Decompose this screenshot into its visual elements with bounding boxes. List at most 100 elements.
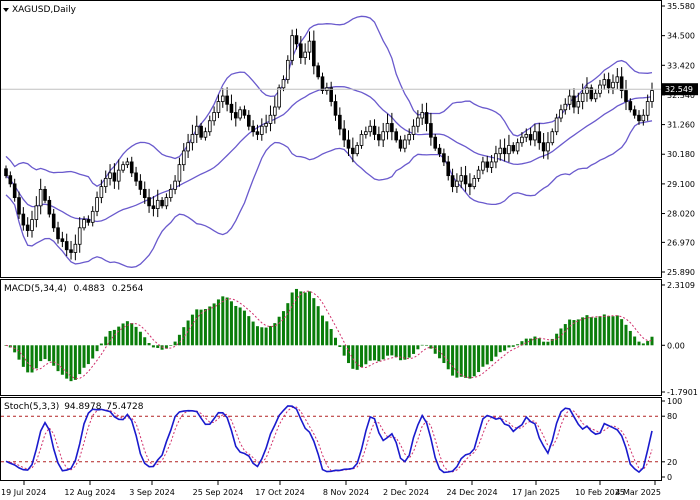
candle-body	[286, 59, 290, 80]
candle-body	[511, 145, 516, 152]
macd-histogram-bar	[433, 345, 437, 354]
candle-body	[164, 197, 169, 207]
macd-histogram-bar	[529, 338, 533, 346]
macd-histogram-bar	[247, 316, 251, 346]
macd-histogram-bar	[73, 345, 77, 380]
candle-body	[615, 76, 620, 83]
macd-histogram-bar	[399, 345, 403, 361]
candle-body	[624, 90, 628, 102]
macd-histogram-bar	[425, 344, 429, 346]
macd-histogram-bar	[394, 345, 398, 358]
macd-histogram-bar	[190, 314, 194, 346]
macd-histogram-bar	[360, 345, 364, 368]
macd-histogram-bar	[559, 328, 563, 346]
macd-histogram-bar	[95, 345, 99, 352]
macd-histogram-bar	[498, 345, 502, 353]
macd-histogram-bar	[542, 341, 546, 346]
macd-histogram-bar	[173, 341, 177, 346]
macd-histogram-bar	[503, 345, 507, 351]
candle-body	[51, 213, 56, 229]
candle-body	[602, 79, 607, 86]
candle-body	[541, 142, 546, 152]
macd-histogram-bar	[468, 345, 472, 379]
macd-histogram-bar	[342, 345, 346, 356]
macd-histogram-bar	[221, 296, 225, 346]
current-price-box	[662, 83, 698, 96]
macd-histogram-bar	[507, 345, 511, 348]
macd-histogram-bar	[611, 316, 615, 346]
candle-body	[559, 109, 563, 119]
date-tick-label: 24 Dec 2024	[446, 488, 497, 497]
macd-histogram-bar	[34, 345, 38, 369]
macd-histogram-bar	[203, 309, 207, 346]
macd-series-layer	[4, 288, 654, 382]
candle-body	[4, 168, 8, 177]
candle-body	[372, 125, 377, 135]
macd-histogram-bar	[325, 321, 329, 346]
candle-body	[56, 227, 60, 240]
candle-body	[95, 197, 99, 212]
candle-body	[489, 161, 494, 168]
macd-histogram-bar	[615, 315, 619, 346]
candle-body	[316, 65, 320, 78]
macd-histogram-bar	[446, 345, 450, 370]
macd-histogram-bar	[182, 327, 186, 346]
candle-body	[34, 205, 39, 220]
candle-body	[177, 164, 182, 182]
macd-histogram-bar	[260, 327, 264, 346]
macd-histogram-bar	[186, 320, 190, 346]
macd-histogram-bar	[620, 319, 624, 346]
candle-body	[138, 180, 143, 190]
macd-histogram-bar	[91, 345, 95, 359]
candle-body	[255, 131, 260, 135]
candle-body	[381, 131, 385, 141]
candle-body	[606, 79, 611, 89]
candle-body	[433, 136, 438, 149]
candle-body	[611, 81, 615, 89]
candle-body	[390, 123, 394, 133]
candle-body	[507, 145, 511, 155]
candle-body	[346, 139, 351, 149]
macd-histogram-bar	[26, 345, 30, 373]
macd-histogram-bar	[520, 341, 524, 346]
candle-body	[303, 51, 307, 59]
price-panel	[0, 0, 662, 278]
candle-body	[108, 172, 112, 179]
macd-histogram-bar	[52, 345, 56, 366]
candle-body	[394, 131, 399, 141]
candle-body	[437, 147, 442, 155]
macd-histogram-bar	[546, 341, 550, 346]
macd-histogram-bar	[633, 336, 637, 346]
candle-body	[463, 175, 468, 185]
stoch-tick-label: 20	[667, 458, 677, 467]
candle-body	[251, 125, 255, 133]
stoch-k-value: 94.8978	[64, 402, 101, 412]
candle-body	[459, 175, 464, 182]
candle-body	[498, 147, 503, 155]
macd-histogram-bar	[138, 331, 142, 346]
date-tick-label: 10 Feb 2025	[575, 488, 625, 497]
candle-body	[77, 227, 82, 245]
macd-histogram-bar	[598, 316, 602, 346]
candle-body	[216, 101, 221, 113]
macd-signal-line	[5, 290, 652, 380]
candle-body	[554, 117, 559, 133]
date-tick-label: 3 Sep 2024	[129, 488, 175, 497]
candle-body	[116, 169, 121, 182]
candle-body	[359, 134, 364, 146]
candle-body	[203, 131, 208, 138]
macd-histogram-bar	[86, 345, 90, 365]
date-tick-label: 8 Nov 2024	[323, 488, 369, 497]
candle-body	[273, 106, 277, 116]
macd-histogram-bar	[99, 343, 103, 346]
candle-body	[420, 112, 425, 119]
macd-histogram-bar	[177, 334, 181, 346]
stoch-series-layer	[1, 405, 661, 474]
candle-body	[481, 161, 485, 171]
stoch-tick-label: 100	[667, 397, 682, 406]
candle-body	[246, 114, 251, 127]
candle-body	[619, 76, 624, 91]
macd-histogram-bar	[459, 345, 463, 377]
candle-body	[333, 101, 338, 116]
candle-body	[650, 90, 654, 102]
